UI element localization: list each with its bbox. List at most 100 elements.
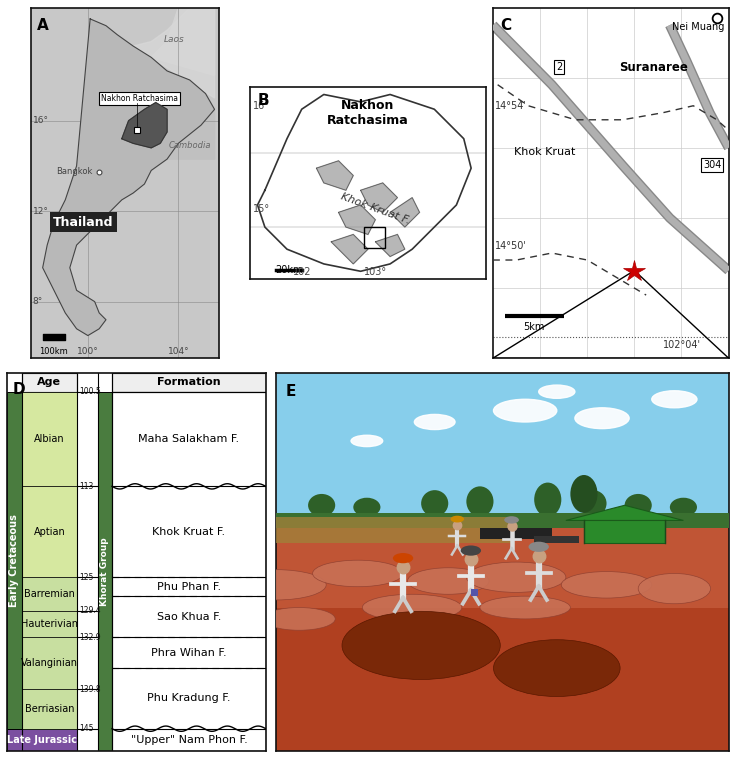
- Text: Valanginian: Valanginian: [21, 658, 78, 668]
- Bar: [584, 521, 665, 543]
- Text: 100.5: 100.5: [79, 387, 101, 396]
- Ellipse shape: [450, 515, 464, 522]
- Text: Thailand: Thailand: [53, 216, 113, 229]
- Bar: [112, 392, 266, 751]
- Ellipse shape: [308, 494, 335, 517]
- Ellipse shape: [342, 611, 500, 679]
- Text: Early Cretaceous: Early Cretaceous: [10, 514, 19, 606]
- Text: 125: 125: [79, 573, 93, 581]
- Ellipse shape: [494, 399, 557, 422]
- Bar: [277, 524, 729, 607]
- Bar: [21, 637, 77, 689]
- Text: C: C: [500, 18, 511, 33]
- Text: 145: 145: [79, 724, 93, 733]
- Bar: [534, 536, 579, 543]
- Bar: [471, 588, 478, 596]
- Ellipse shape: [652, 391, 697, 408]
- Ellipse shape: [562, 572, 652, 598]
- Ellipse shape: [570, 475, 598, 513]
- Polygon shape: [566, 505, 684, 521]
- Bar: [480, 528, 552, 540]
- Ellipse shape: [408, 568, 489, 594]
- Text: 103°: 103°: [364, 267, 387, 277]
- Polygon shape: [133, 8, 215, 98]
- Ellipse shape: [393, 553, 413, 563]
- Bar: [21, 373, 77, 392]
- Ellipse shape: [421, 490, 448, 517]
- Text: Nei Muang: Nei Muang: [672, 21, 724, 32]
- Text: Maha Salakham F.: Maha Salakham F.: [138, 434, 239, 444]
- Text: 16°: 16°: [32, 116, 49, 125]
- Ellipse shape: [353, 498, 381, 517]
- Ellipse shape: [579, 490, 606, 517]
- Polygon shape: [316, 161, 353, 191]
- Text: 113: 113: [79, 482, 93, 491]
- Bar: [277, 517, 729, 751]
- Bar: [277, 373, 729, 532]
- Text: 132.9: 132.9: [79, 632, 101, 641]
- Text: Nakhon
Ratchasima: Nakhon Ratchasima: [327, 99, 409, 127]
- Text: 20km: 20km: [275, 265, 303, 275]
- Bar: [112, 373, 266, 392]
- Text: Age: Age: [38, 377, 61, 387]
- Bar: [364, 227, 385, 247]
- Text: 102°04': 102°04': [662, 340, 701, 350]
- Text: Barremian: Barremian: [24, 589, 75, 599]
- Ellipse shape: [467, 487, 494, 517]
- Text: Cambodia: Cambodia: [169, 141, 211, 150]
- Ellipse shape: [227, 570, 326, 600]
- Text: Laos: Laos: [163, 34, 184, 43]
- Text: Hauterivian: Hauterivian: [21, 619, 78, 628]
- Ellipse shape: [539, 385, 575, 398]
- Text: 8°: 8°: [32, 297, 43, 306]
- Text: 100km: 100km: [40, 347, 68, 356]
- Text: 5km: 5km: [523, 322, 545, 332]
- Text: Khok Kruat F.: Khok Kruat F.: [152, 527, 225, 537]
- Bar: [98, 392, 112, 751]
- Ellipse shape: [480, 596, 570, 619]
- Text: Berriasian: Berriasian: [24, 704, 74, 714]
- Text: Albian: Albian: [34, 434, 65, 444]
- Text: A: A: [37, 18, 49, 33]
- Text: "Upper" Nam Phon F.: "Upper" Nam Phon F.: [130, 735, 247, 745]
- Bar: [21, 392, 77, 487]
- Text: Aptian: Aptian: [33, 527, 66, 537]
- Bar: [7, 392, 21, 729]
- Polygon shape: [361, 183, 397, 213]
- Text: D: D: [13, 383, 25, 397]
- Text: Phu Phan F.: Phu Phan F.: [157, 581, 221, 592]
- Text: 304: 304: [703, 160, 721, 170]
- Text: 129.4: 129.4: [79, 606, 101, 615]
- Bar: [21, 689, 77, 729]
- Text: 104°: 104°: [168, 347, 189, 356]
- Text: Suranaree: Suranaree: [619, 61, 687, 74]
- Ellipse shape: [461, 546, 481, 556]
- Polygon shape: [390, 197, 420, 227]
- Text: Phra Wihan F.: Phra Wihan F.: [151, 647, 227, 657]
- Text: Late Jurassic: Late Jurassic: [7, 735, 77, 745]
- Text: Formation: Formation: [157, 377, 221, 387]
- Text: 102: 102: [292, 267, 311, 277]
- Text: 15°: 15°: [252, 204, 270, 214]
- Bar: [7, 729, 21, 751]
- Polygon shape: [258, 94, 471, 271]
- Text: 12°: 12°: [32, 206, 49, 216]
- Ellipse shape: [362, 594, 461, 621]
- Text: E: E: [286, 384, 296, 399]
- Text: Khok Kruat: Khok Kruat: [514, 146, 576, 157]
- Bar: [277, 513, 729, 528]
- Ellipse shape: [263, 607, 335, 630]
- Polygon shape: [122, 102, 167, 148]
- Text: Khorat Group: Khorat Group: [100, 537, 110, 606]
- Ellipse shape: [494, 640, 620, 697]
- Ellipse shape: [414, 414, 455, 430]
- Text: 100°: 100°: [77, 347, 99, 356]
- Ellipse shape: [504, 516, 519, 524]
- Text: 14°50': 14°50': [495, 241, 527, 251]
- Text: 2: 2: [556, 62, 562, 72]
- Polygon shape: [151, 8, 215, 75]
- Text: Sao Khua F.: Sao Khua F.: [157, 612, 221, 622]
- Ellipse shape: [351, 435, 383, 446]
- Text: Bangkok: Bangkok: [56, 167, 93, 176]
- Bar: [21, 729, 77, 751]
